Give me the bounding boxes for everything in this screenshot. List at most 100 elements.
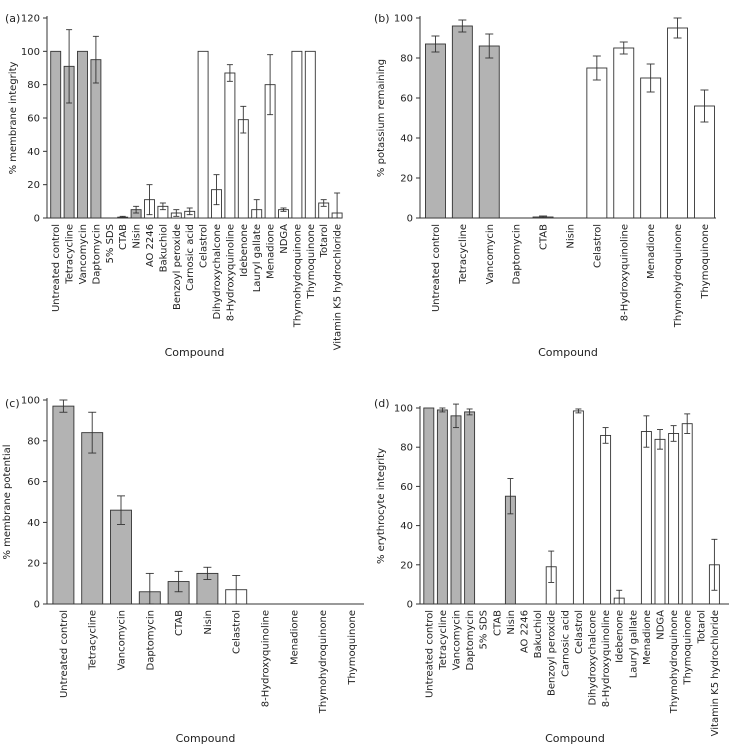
y-tick-label: 0 — [34, 214, 40, 225]
category-label-carnosic-acid: Carnosic acid — [185, 224, 196, 291]
bar-tetracycline — [81, 432, 104, 605]
category-label-benzoyl-peroxide: Benzoyl peroxide — [172, 224, 183, 310]
bar-thymoquinone — [304, 50, 316, 219]
bar-vancomycin — [450, 415, 462, 605]
y-tick-label: 0 — [407, 600, 413, 611]
category-label-vancomycin: Vancomycin — [452, 610, 463, 670]
category-label-menadione: Menadione — [289, 610, 300, 665]
y-tick-label: 100 — [21, 396, 40, 407]
category-label-ctab: CTAB — [539, 224, 550, 250]
category-label-menadione: Menadione — [646, 224, 657, 279]
bar-thymoquinone — [694, 105, 715, 219]
category-label-idebenone: Idebenone — [615, 610, 626, 663]
category-label-thymoquinone: Thymoquinone — [683, 610, 694, 686]
category-label-8-hydroxyquinoline: 8-Hydroxyquinoline — [225, 224, 236, 321]
category-label-untreated-control: Untreated control — [431, 224, 442, 312]
category-label-vitamin-k5-hydrochloride: Vitamin K5 hydrochloride — [710, 610, 721, 736]
category-label-tetracycline: Tetracycline — [438, 610, 449, 671]
bar-vancomycin — [478, 45, 500, 219]
bar-daptomycin — [464, 411, 476, 605]
category-label-celastrol: Celastrol — [574, 610, 585, 654]
category-label-untreated-control: Untreated control — [424, 610, 435, 698]
category-label-totarol: Totarol — [696, 610, 707, 644]
y-tick-label: 40 — [27, 147, 40, 158]
y-tick-label: 60 — [400, 482, 413, 493]
category-label-menadione: Menadione — [642, 610, 653, 665]
category-label-thymoquinone: Thymoquinone — [700, 224, 711, 300]
category-label-tetracycline: Tetracycline — [88, 610, 99, 671]
category-label-untreated-control: Untreated control — [51, 224, 62, 312]
category-label-tetracycline: Tetracycline — [458, 224, 469, 285]
chart-panel-c: (c) 0 20 40 60 80 100 % membrane potential Untre… — [2, 396, 364, 745]
category-label-menadione: Menadione — [266, 224, 277, 279]
category-label-daptomycin: Daptomycin — [465, 610, 476, 671]
y-axis-label: % potassium remaining — [376, 59, 387, 177]
bar-menadione — [640, 431, 652, 605]
y-axis-label: % membrane potential — [2, 444, 13, 559]
y-tick-label: 20 — [400, 560, 413, 571]
category-label-thymohydroquinone: Thymohydroquinone — [669, 610, 680, 714]
category-label-8-hydroxyquinoline: 8-Hydroxyquinoline — [261, 610, 272, 707]
bar-untreated-control — [52, 405, 75, 605]
category-label-8-hydroxyquinoline: 8-Hydroxyquinoline — [619, 224, 630, 321]
y-tick-label: 80 — [400, 443, 413, 454]
category-label-nisin: Nisin — [506, 610, 517, 635]
bar-untreated-control — [423, 407, 435, 605]
bar-celastrol — [197, 50, 209, 219]
y-tick-label: 80 — [400, 54, 413, 65]
bar-ndga — [654, 438, 666, 605]
bar-untreated-control — [425, 43, 446, 219]
category-label-thymoquinone: Thymoquinone — [306, 224, 317, 300]
y-tick-label: 120 — [21, 14, 40, 25]
bar-vancomycin — [77, 50, 88, 219]
bar-thymohydroquinone — [668, 433, 680, 605]
category-label-vancomycin: Vancomycin — [485, 224, 496, 284]
category-label-tetracycline: Tetracycline — [65, 224, 76, 285]
category-label-celastrol: Celastrol — [232, 610, 243, 654]
panel-label: (a) — [5, 12, 20, 25]
category-label-idebenone: Idebenone — [239, 224, 250, 277]
y-tick-label: 40 — [400, 134, 413, 145]
y-tick-label: 40 — [400, 521, 413, 532]
category-label-ctab: CTAB — [118, 224, 129, 250]
bar-thymohydroquinone — [291, 50, 303, 219]
category-label-ao-2246: AO 2246 — [520, 610, 531, 653]
bar-celastrol — [572, 410, 584, 605]
bar-tetracycline — [451, 25, 473, 219]
y-tick-label: 20 — [27, 180, 40, 191]
category-label-thymohydroquinone: Thymohydroquinone — [292, 224, 303, 328]
category-label-lauryl-gallate: Lauryl gallate — [252, 224, 263, 292]
category-label-untreated-control: Untreated control — [59, 610, 70, 698]
category-label-dihydroxychalcone: Dihydroxychalcone — [212, 224, 223, 319]
y-tick-label: 0 — [407, 214, 413, 225]
y-tick-label: 20 — [27, 559, 40, 570]
bar-8-hydroxyquinoline — [613, 47, 635, 219]
y-axis-label: % erythrocyte integrity — [376, 448, 387, 564]
category-label-ndga: NDGA — [656, 610, 667, 640]
y-tick-label: 80 — [27, 80, 40, 91]
category-label-dihydroxychalcone: Dihydroxychalcone — [588, 610, 599, 705]
category-label-thymohydroquinone: Thymohydroquinone — [673, 224, 684, 328]
x-axis-label: Compound — [165, 346, 225, 359]
x-axis-label: Compound — [545, 732, 605, 745]
category-label-vancomycin: Vancomycin — [78, 224, 89, 284]
panel-label: (c) — [5, 397, 20, 410]
bar-8-hydroxyquinoline — [600, 434, 612, 605]
category-label-ao-2246: AO 2246 — [145, 224, 156, 267]
category-label-vancomycin: Vancomycin — [117, 610, 128, 670]
category-label-celastrol: Celastrol — [592, 224, 603, 268]
y-axis-label: % membrane integrity — [8, 62, 19, 175]
category-label-bakuchiol: Bakuchiol — [158, 224, 169, 272]
y-tick-label: 80 — [27, 436, 40, 447]
chart-panel-a: (a) 0 20 40 60 80 100 120 % membrane integrity Un… — [5, 12, 344, 359]
category-label-celastrol: Celastrol — [199, 224, 210, 268]
category-label-daptomycin: Daptomycin — [91, 224, 102, 285]
y-tick-label: 100 — [394, 14, 413, 25]
category-label-5-sds: 5% SDS — [479, 610, 490, 649]
category-label-5-sds: 5% SDS — [105, 224, 116, 263]
panel-label: (b) — [374, 12, 390, 25]
category-label-ctab: CTAB — [174, 610, 185, 636]
category-label-nisin: Nisin — [203, 610, 214, 635]
y-tick-label: 20 — [400, 174, 413, 185]
